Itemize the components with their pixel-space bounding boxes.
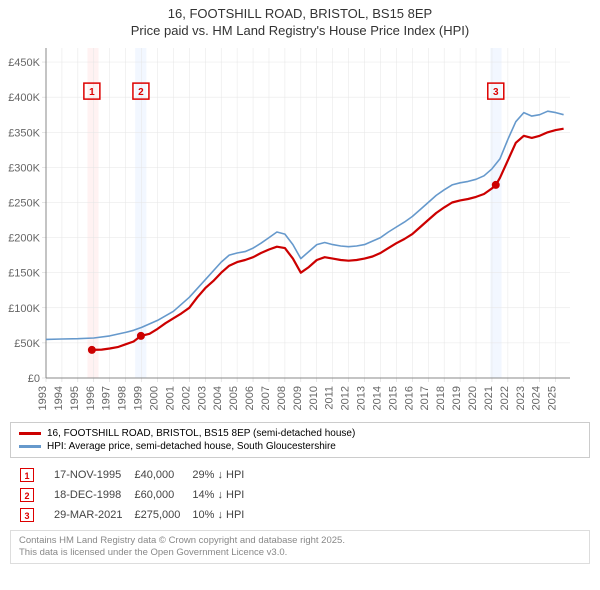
legend-label: HPI: Average price, semi-detached house,… — [47, 441, 336, 452]
legend-swatch — [19, 445, 41, 448]
y-tick-label: £0 — [28, 373, 40, 385]
x-tick-label: 2025 — [547, 386, 559, 410]
x-tick-label: 2001 — [164, 386, 176, 410]
x-tick-label: 2017 — [419, 386, 431, 410]
chart-area: £0 £50K £100K £150K £200K £250K £300K £350K £400… — [0, 40, 600, 420]
x-tick-label: 1999 — [133, 386, 145, 410]
y-tick-label: £350K — [8, 127, 40, 139]
sale-date: 17-NOV-1995 — [54, 466, 132, 484]
legend-row: 16, FOOTSHILL ROAD, BRISTOL, BS15 8EP (s… — [19, 427, 581, 440]
sale-delta: 29% ↓ HPI — [192, 466, 254, 484]
y-tick-label: £150K — [8, 267, 40, 279]
x-tick-label: 2011 — [324, 386, 336, 410]
x-tick-label: 2018 — [435, 386, 447, 410]
sale-delta: 14% ↓ HPI — [192, 486, 254, 504]
sales-table: 1 17-NOV-1995£40,00029% ↓ HPI 2 18-DEC-1998… — [10, 460, 264, 530]
attribution-line-2: This data is licensed under the Open Gov… — [19, 547, 581, 559]
y-tick-label: £100K — [8, 303, 40, 315]
legend-row: HPI: Average price, semi-detached house,… — [19, 440, 581, 453]
sale-row: 2 18-DEC-1998£60,00014% ↓ HPI — [20, 486, 254, 504]
x-tick-label: 2013 — [356, 386, 368, 410]
sale-price: £275,000 — [134, 506, 190, 524]
sale-marker-num: 1 — [89, 87, 95, 98]
sale-marker-num: 3 — [493, 87, 499, 98]
sale-marker-icon: 2 — [20, 488, 34, 502]
x-tick-label: 2006 — [244, 386, 256, 410]
x-tick-label: 2009 — [292, 386, 304, 410]
x-tick-label: 2016 — [403, 386, 415, 410]
x-tick-label: 2002 — [180, 386, 192, 410]
x-tick-label: 2019 — [451, 386, 463, 410]
sale-row: 3 29-MAR-2021£275,00010% ↓ HPI — [20, 506, 254, 524]
x-tick-label: 1994 — [53, 386, 65, 410]
x-tick-label: 2021 — [483, 386, 495, 410]
title-line-2: Price paid vs. HM Land Registry's House … — [0, 23, 600, 40]
x-tick-label: 2015 — [387, 386, 399, 410]
attribution: Contains HM Land Registry data © Crown c… — [10, 530, 590, 565]
legend-label: 16, FOOTSHILL ROAD, BRISTOL, BS15 8EP (s… — [47, 428, 355, 439]
x-tick-label: 1998 — [117, 386, 129, 410]
x-tick-label: 2010 — [308, 386, 320, 410]
y-tick-label: £250K — [8, 197, 40, 209]
y-tick-label: £50K — [14, 338, 40, 350]
sale-dot — [88, 346, 96, 354]
x-tick-label: 2020 — [467, 386, 479, 410]
sale-price: £40,000 — [134, 466, 190, 484]
sale-price: £60,000 — [134, 486, 190, 504]
sale-dot — [137, 332, 145, 340]
x-tick-label: 2022 — [499, 386, 511, 410]
x-tick-label: 1997 — [101, 386, 113, 410]
x-tick-label: 2014 — [371, 386, 383, 410]
sale-date: 29-MAR-2021 — [54, 506, 132, 524]
y-tick-label: £300K — [8, 162, 40, 174]
legend-swatch — [19, 432, 41, 435]
x-tick-label: 2000 — [148, 386, 160, 410]
sale-row: 1 17-NOV-1995£40,00029% ↓ HPI — [20, 466, 254, 484]
sale-marker-icon: 1 — [20, 468, 34, 482]
x-tick-label: 2012 — [340, 386, 352, 410]
sale-marker-num: 2 — [138, 87, 144, 98]
x-tick-label: 2008 — [276, 386, 288, 410]
x-tick-label: 2004 — [212, 386, 224, 410]
sale-date: 18-DEC-1998 — [54, 486, 132, 504]
sale-dot — [492, 181, 500, 189]
y-tick-label: £450K — [8, 57, 40, 69]
x-tick-label: 2023 — [515, 386, 527, 410]
x-tick-label: 2003 — [196, 386, 208, 410]
x-tick-label: 2005 — [228, 386, 240, 410]
chart-title-block: 16, FOOTSHILL ROAD, BRISTOL, BS15 8EP Pr… — [0, 0, 600, 40]
series-hpi — [46, 111, 564, 339]
title-line-1: 16, FOOTSHILL ROAD, BRISTOL, BS15 8EP — [0, 6, 600, 23]
sale-delta: 10% ↓ HPI — [192, 506, 254, 524]
x-tick-label: 2007 — [260, 386, 272, 410]
x-tick-label: 2024 — [531, 386, 543, 410]
attribution-line-1: Contains HM Land Registry data © Crown c… — [19, 535, 581, 547]
y-tick-label: £400K — [8, 92, 40, 104]
y-tick-label: £200K — [8, 232, 40, 244]
sale-marker-icon: 3 — [20, 508, 34, 522]
x-tick-label: 1996 — [85, 386, 97, 410]
x-tick-label: 1995 — [69, 386, 81, 410]
chart-svg: £0 £50K £100K £150K £200K £250K £300K £350K £400… — [0, 40, 580, 420]
x-tick-label: 1993 — [37, 386, 49, 410]
legend: 16, FOOTSHILL ROAD, BRISTOL, BS15 8EP (s… — [10, 422, 590, 458]
